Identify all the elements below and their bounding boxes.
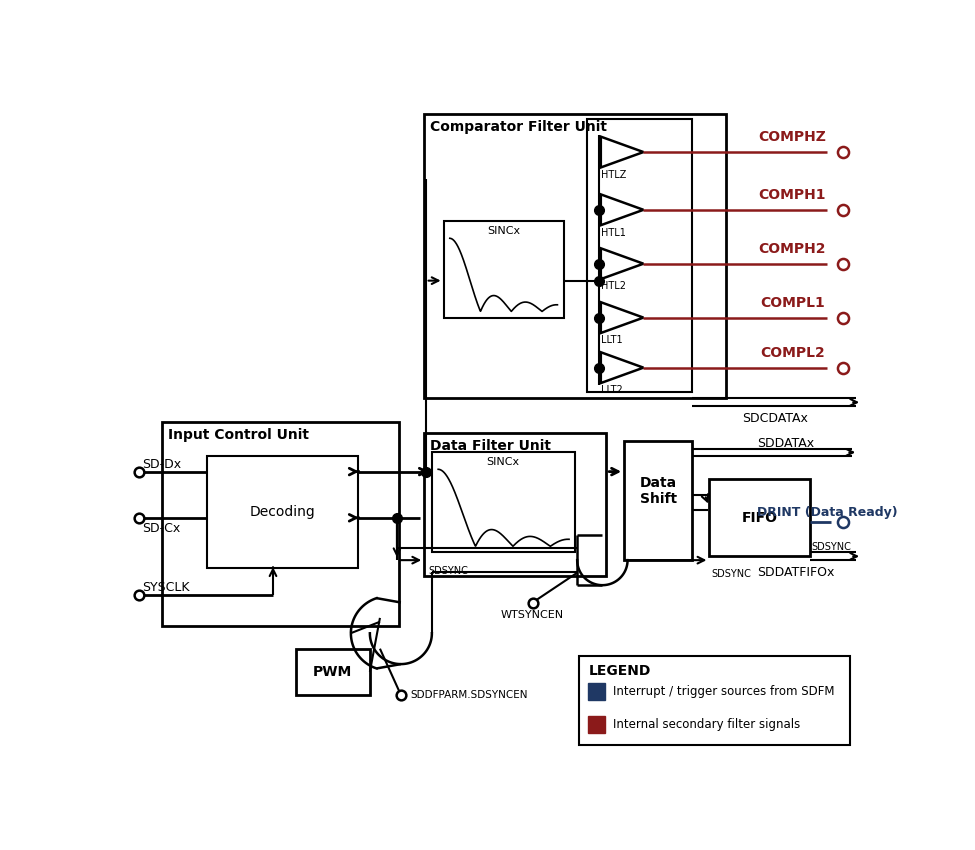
Text: SDSYNC: SDSYNC	[428, 566, 468, 576]
Text: PWM: PWM	[313, 665, 352, 679]
Bar	[432, 452, 575, 552]
Text: COMPL2: COMPL2	[760, 346, 825, 360]
Text: HTLZ: HTLZ	[601, 170, 626, 179]
Bar	[710, 479, 810, 556]
Text: Input Control Unit: Input Control Unit	[169, 428, 309, 442]
Text: DRINT (Data Ready): DRINT (Data Ready)	[758, 507, 898, 519]
Text: COMPL1: COMPL1	[760, 296, 825, 310]
Text: SDSYNC: SDSYNC	[811, 542, 851, 552]
Bar	[424, 114, 726, 399]
Text: SDCDATAx: SDCDATAx	[742, 411, 807, 424]
Text: SINCx: SINCx	[487, 457, 520, 467]
Text: COMPHZ: COMPHZ	[759, 131, 826, 145]
Text: LLT1: LLT1	[601, 335, 622, 345]
Text: SDDATAx: SDDATAx	[758, 437, 814, 450]
Text: Comparator Filter Unit: Comparator Filter Unit	[430, 120, 607, 133]
Text: SINCx: SINCx	[487, 226, 520, 236]
Bar	[579, 656, 850, 745]
Text: SDSYNC: SDSYNC	[712, 570, 752, 580]
Text: COMPH1: COMPH1	[759, 188, 826, 202]
Text: Interrupt / trigger sources from SDFM: Interrupt / trigger sources from SDFM	[613, 685, 835, 699]
Text: SD-Dx: SD-Dx	[142, 458, 181, 471]
Text: SYSCLK: SYSCLK	[142, 581, 189, 594]
Text: SDDATFIFOx: SDDATFIFOx	[758, 565, 835, 579]
Text: HTL1: HTL1	[601, 228, 626, 237]
Text: Decoding: Decoding	[250, 505, 315, 518]
Bar	[162, 422, 399, 626]
Text: WTSYNCEN: WTSYNCEN	[501, 610, 565, 620]
Bar	[589, 683, 605, 700]
Bar	[444, 221, 564, 318]
Bar	[624, 441, 692, 560]
Text: FIFO: FIFO	[742, 511, 778, 524]
Text: COMPH2: COMPH2	[759, 242, 826, 256]
Text: Internal secondary filter signals: Internal secondary filter signals	[613, 717, 800, 731]
Bar	[589, 716, 605, 733]
Bar	[424, 434, 606, 575]
Text: Data Filter Unit: Data Filter Unit	[430, 439, 551, 453]
Text: HTL2: HTL2	[601, 281, 626, 292]
Text: LEGEND: LEGEND	[589, 664, 650, 678]
Text: Data
Shift: Data Shift	[640, 476, 677, 506]
Text: SD-Cx: SD-Cx	[142, 522, 180, 535]
Text: SDDFPARM.SDSYNCEN: SDDFPARM.SDSYNCEN	[410, 690, 527, 700]
Text: LLT2: LLT2	[601, 385, 623, 395]
Bar	[296, 649, 370, 695]
Bar	[207, 456, 358, 568]
Bar	[587, 119, 691, 393]
